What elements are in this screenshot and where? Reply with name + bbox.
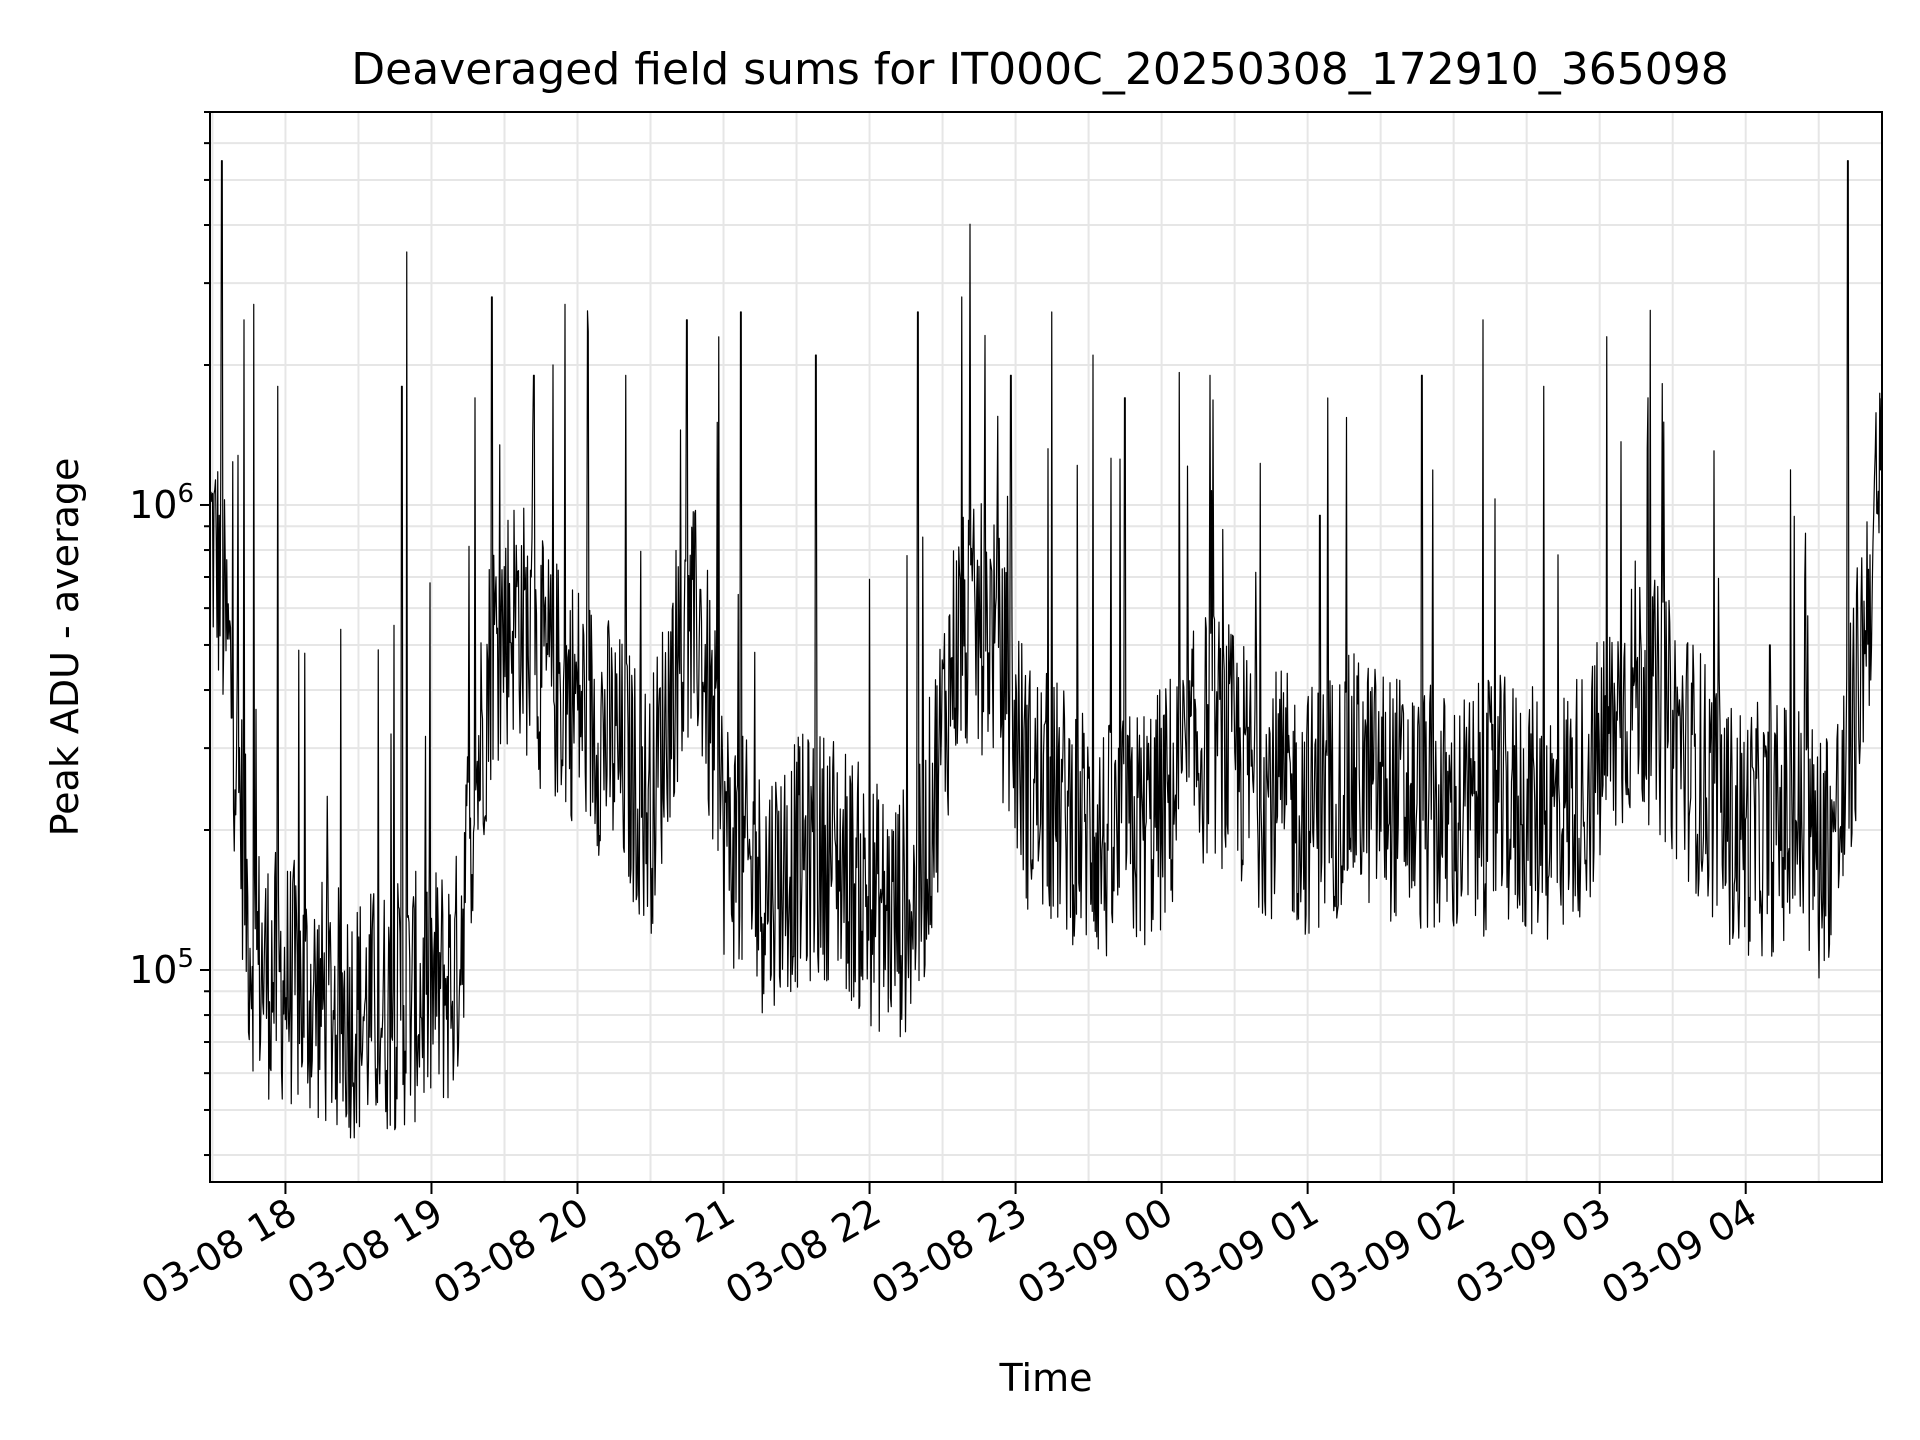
series-line [210, 160, 1882, 1139]
series-layer [210, 160, 1882, 1139]
chart-title: Deaveraged field sums for IT000C_2025030… [351, 44, 1728, 95]
y-axis: 105 106 [129, 111, 210, 1157]
plot-frame [209, 111, 1883, 1183]
y-tick-label: 106 [129, 479, 194, 527]
y-tick-label: 105 [129, 944, 194, 992]
y-axis-label: Peak ADU - average [43, 458, 87, 837]
x-axis-label: Time [999, 1356, 1093, 1400]
